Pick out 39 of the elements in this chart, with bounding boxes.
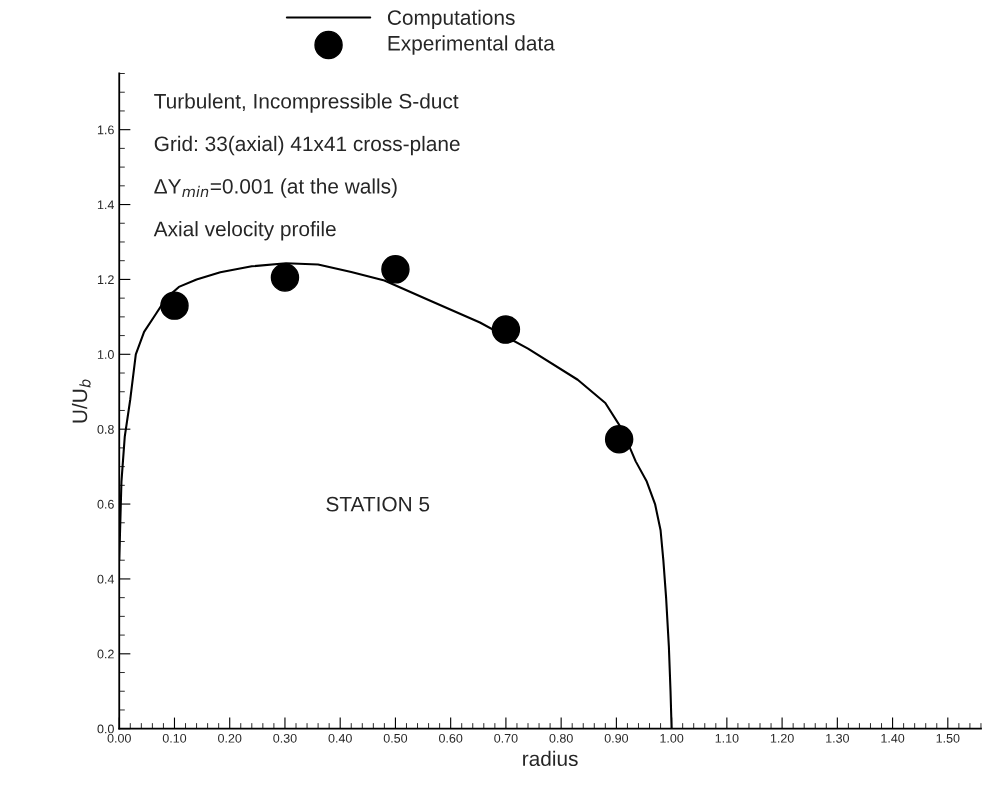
x-axis-title: radius	[523, 750, 578, 767]
y-axis-title: U/U$_{b}$	[71, 379, 91, 423]
annotation: ΔY$_{min}$=0.001 (at the walls)	[154, 178, 397, 198]
annotation: Grid: 33(axial) 41x41 cross-plane	[154, 135, 460, 156]
y-tick-label: 0.6	[97, 499, 114, 509]
x-tick-label: 1.10	[715, 733, 739, 743]
legend-label: Experimental data	[388, 35, 555, 55]
x-tick-label: 0.40	[328, 733, 352, 743]
x-tick-label: 1.20	[770, 733, 794, 743]
x-tick-label: 1.50	[936, 733, 960, 743]
x-tick-label: 0.90	[604, 733, 629, 743]
x-tick-label: 1.30	[826, 733, 850, 743]
legend-label: Computations	[387, 9, 515, 30]
y-tick-label: 1.4	[97, 200, 115, 210]
y-tick-label: 0.2	[97, 649, 114, 659]
x-tick-label: 0.00	[107, 733, 131, 743]
x-tick-label: 1.40	[881, 733, 905, 743]
x-tick-label: 0.50	[383, 733, 408, 743]
y-tick-label: 1.6	[97, 125, 114, 135]
x-tick-label: 0.70	[494, 733, 518, 743]
point	[491, 315, 521, 344]
y-tick-label: 0.4	[97, 574, 115, 584]
y-tick-label: 1.0	[97, 350, 114, 359]
point	[604, 425, 634, 454]
point	[160, 291, 189, 320]
annotation: Axial velocity profile	[153, 221, 336, 241]
annotation: Turbulent, Incompressible S-duct	[154, 93, 459, 113]
point	[381, 255, 410, 284]
y-tick-label: 0.0	[97, 724, 114, 734]
point	[270, 263, 300, 292]
x-tick-label: 0.30	[273, 733, 297, 743]
x-tick-label: 0.10	[162, 733, 187, 743]
x-tick-label: 0.20	[218, 733, 242, 743]
annotation: STATION 5	[326, 496, 430, 512]
x-tick-label: 0.60	[438, 733, 463, 743]
x-tick-label: 0.80	[549, 733, 573, 743]
x-tick-label: 1.00	[660, 733, 684, 743]
y-tick-label: 0.8	[97, 424, 114, 434]
y-tick-label: 1.2	[97, 275, 114, 284]
